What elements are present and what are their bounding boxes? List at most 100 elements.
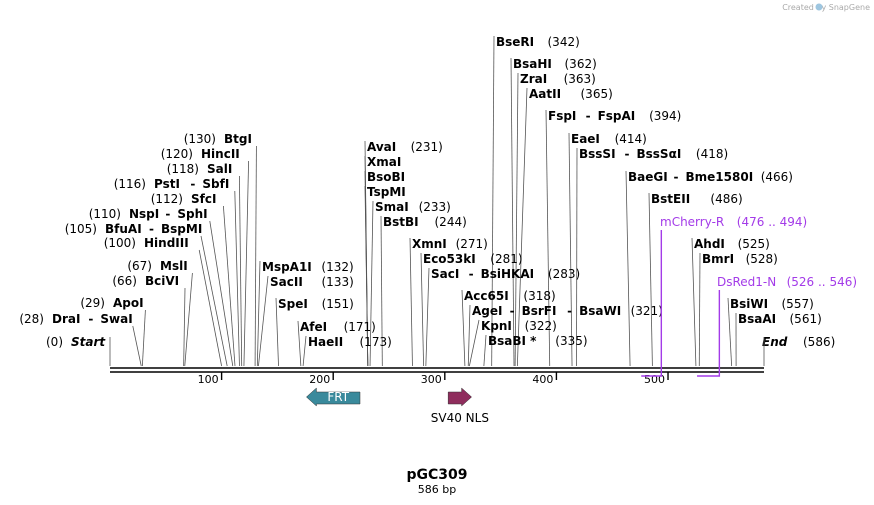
site-position: (118) <box>167 162 199 176</box>
site-name: AatII <box>529 87 561 101</box>
end-label: End <box>762 335 788 349</box>
restriction-site-mspa1i[interactable]: MspA1I (132) <box>262 260 354 274</box>
site-position: (365) <box>581 87 613 101</box>
restriction-site-apoi[interactable]: (29) ApoI <box>80 296 143 310</box>
restriction-site-psti[interactable]: (116) PstI - SbfI <box>114 177 230 191</box>
site-position: (130) <box>184 132 216 146</box>
restriction-site-afei[interactable]: AfeI (171) <box>300 320 376 334</box>
site-name: BsiWI <box>730 297 768 311</box>
restriction-site-aval[interactable]: AvaI (231) <box>367 140 443 154</box>
site-name: PstI <box>154 177 180 191</box>
site-name: BsaHI <box>513 57 552 71</box>
site-position: (244) <box>435 215 467 229</box>
restriction-site-xmai[interactable]: XmaI <box>367 155 401 169</box>
restriction-site-btgi[interactable]: (130) BtgI <box>184 132 252 146</box>
primer-mcherry-r[interactable]: mCherry-R (476 .. 494) <box>641 215 807 377</box>
restriction-site-tspmi[interactable]: TspMI <box>367 185 406 199</box>
site-name: BssSI <box>579 147 616 161</box>
restriction-site-bsaai[interactable]: BsaAI (561) <box>738 312 822 326</box>
feature-arrow <box>447 387 472 407</box>
site-position: (394) <box>649 109 681 123</box>
feature-sv40-nls[interactable]: SV40 NLS <box>431 387 489 425</box>
site-name-separator: - <box>165 207 170 221</box>
sequence-backbone <box>110 367 764 373</box>
plasmid-length: 586 bp <box>418 483 456 496</box>
site-leader-lines <box>132 35 737 367</box>
restriction-site-aatii[interactable]: AatII (365) <box>529 87 613 101</box>
site-name: XmnI <box>412 237 447 251</box>
site-name: BciVI <box>145 274 179 288</box>
restriction-site-saci[interactable]: SacI - BsiHKAI (283) <box>431 267 580 281</box>
start-position: (0) <box>46 335 63 349</box>
site-position: (28) <box>19 312 44 326</box>
site-position: (271) <box>456 237 488 251</box>
tick-label-100: 100 <box>198 373 219 386</box>
site-name: BtgI <box>224 132 252 146</box>
site-name: KpnI <box>481 319 512 333</box>
restriction-site-bmri[interactable]: BmrI (528) <box>702 252 778 266</box>
primer-dsred1-n[interactable]: DsRed1-N (526 .. 546) <box>697 275 857 377</box>
end-position: (586) <box>803 335 835 349</box>
restriction-site-zrai[interactable]: ZraI (363) <box>520 72 596 86</box>
restriction-site-baegi[interactable]: BaeGI - Bme1580I (466) <box>628 170 793 184</box>
site-name: Eco53kI <box>423 252 476 266</box>
primer-label: DsRed1-N <box>717 275 776 289</box>
tick-label-400: 400 <box>532 373 553 386</box>
site-position: (528) <box>746 252 778 266</box>
site-position: (322) <box>525 319 557 333</box>
restriction-site-spei[interactable]: SpeI (151) <box>278 297 354 311</box>
feature-label: FRT <box>327 390 349 404</box>
restriction-site-bsahi[interactable]: BsaHI (362) <box>513 57 597 71</box>
restriction-site-bsobi[interactable]: BsoBI <box>367 170 405 184</box>
feature-annotations: FRT SV40 NLS <box>306 387 489 425</box>
site-position: (362) <box>565 57 597 71</box>
restriction-site-eco53ki[interactable]: Eco53kI (281) <box>423 252 523 266</box>
restriction-site-sacii[interactable]: SacII (133) <box>270 275 354 289</box>
restriction-site-eaei[interactable]: EaeI (414) <box>571 132 647 146</box>
site-name: NspI <box>129 207 159 221</box>
primer-bar <box>641 230 663 377</box>
restriction-site-bseri[interactable]: BseRI (342) <box>496 35 580 49</box>
site-name: BsoBI <box>367 170 405 184</box>
restriction-site-nspi[interactable]: (110) NspI - SphI <box>89 207 208 221</box>
restriction-site-haeii[interactable]: HaeII (173) <box>308 335 392 349</box>
restriction-site-acc65i[interactable]: Acc65I (318) <box>464 289 556 303</box>
site-name: SacII <box>270 275 303 289</box>
site-name: SmaI <box>375 200 409 214</box>
restriction-site-msli[interactable]: (67) MslI <box>127 259 187 273</box>
restriction-site-hindiii[interactable]: (100) HindIII <box>104 236 189 250</box>
restriction-site-smai[interactable]: SmaI (233) <box>375 200 451 214</box>
restriction-site-kpni[interactable]: KpnI (322) <box>481 319 557 333</box>
site-position: (112) <box>151 192 183 206</box>
tick-label-200: 200 <box>309 373 330 386</box>
feature-frt[interactable]: FRT <box>306 387 361 407</box>
restriction-site-sfci[interactable]: (112) SfcI <box>151 192 217 206</box>
restriction-site-bsteii[interactable]: BstEII (486) <box>651 192 743 206</box>
restriction-site-bsiwi[interactable]: BsiWI (557) <box>730 297 814 311</box>
site-name-separator: - <box>510 304 515 318</box>
restriction-site-agei[interactable]: AgeI - BsrFI - BsaWI (321) <box>472 304 663 318</box>
restriction-site-xmni[interactable]: XmnI (271) <box>412 237 488 251</box>
restriction-site-ahdi[interactable]: AhdI (525) <box>694 237 770 251</box>
site-position: (335) <box>555 334 587 348</box>
restriction-site-bcivi[interactable]: (66) BciVI <box>112 274 179 288</box>
snapgene-watermark: Created by SnapGene <box>782 3 870 12</box>
site-name: BstBI <box>383 215 419 229</box>
restriction-site-drai[interactable]: (28) DraI - SwaI <box>19 312 132 326</box>
restriction-site-bsabi[interactable]: BsaBI * (335) <box>488 334 588 348</box>
site-position: (414) <box>615 132 647 146</box>
site-name: HaeII <box>308 335 343 349</box>
restriction-site-hincii[interactable]: (120) HincII <box>161 147 240 161</box>
restriction-site-bsssi[interactable]: BssSI - BssSαI (418) <box>579 147 728 161</box>
restriction-site-fspi[interactable]: FspI - FspAI (394) <box>548 109 681 123</box>
restriction-site-sali[interactable]: (118) SalI <box>167 162 233 176</box>
site-name-separator: - <box>567 304 572 318</box>
restriction-site-bfuai[interactable]: (105) BfuAI - BspMI <box>65 222 203 236</box>
site-name: MslI <box>160 259 188 273</box>
primer-range: (526 .. 546) <box>787 275 857 289</box>
site-name-separator: - <box>88 312 93 326</box>
site-name: AvaI <box>367 140 396 154</box>
site-position: (67) <box>127 259 152 273</box>
site-position: (318) <box>523 289 555 303</box>
restriction-site-bstbi[interactable]: BstBI (244) <box>383 215 467 229</box>
